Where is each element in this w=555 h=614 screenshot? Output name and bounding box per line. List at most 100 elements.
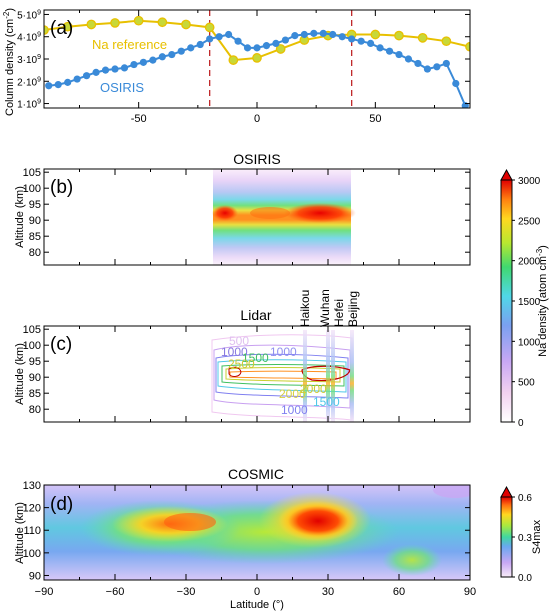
contour-label: 2000 [279,387,306,401]
point-na-reference [86,19,97,30]
x-axis: -50 0 50 [79,10,435,125]
colorbar-na-bar [500,179,513,423]
colorbar-label-exponent: -3 [535,248,544,256]
point-osiris [54,81,62,89]
panel-label: (d) [50,494,73,515]
y-tick-label: 90 [29,215,41,227]
point-na-reference [394,30,404,41]
point-osiris [414,59,422,68]
colorbar-arrow [500,168,513,181]
point-na-reference [133,15,144,26]
y-tick-label: 1·109 [17,99,41,111]
tick-exponent: 9 [37,9,41,16]
point-osiris [139,58,147,66]
y-tick-label: 100 [23,340,41,352]
y-tick-label: 4·109 [17,32,41,44]
point-osiris [187,44,195,52]
point-osiris [310,29,318,37]
y-axis-label: Column density (cm-2) [2,8,16,116]
point-osiris [281,36,289,44]
x-tick-label: 0 [254,113,260,125]
y-tick-label: 90 [29,570,41,582]
point-na-reference [441,36,452,47]
point-osiris [338,33,346,41]
contour-label: 1500 [242,351,269,365]
panel-b: OSIRIS 80 85 90 95 100 105 (b) Altitude (km) [14,151,471,266]
x-tick-label: 50 [369,113,381,125]
contour-label: 1000 [281,403,308,417]
x-axis-ticks [43,326,471,422]
colorbar-tick-label: 1500 [518,297,541,308]
heatmap-hotspot [278,501,358,541]
point-osiris [442,59,450,68]
panel-label: (a) [50,18,73,39]
contour-line [229,370,337,380]
tick-mantissa: 1·10 [17,100,37,111]
heatmap-hotspot [164,513,216,531]
point-osiris [385,47,394,55]
point-osiris [348,35,356,43]
contour-label: 2500 [228,357,255,371]
y-label-close: ) [4,8,16,12]
panel-c: Lidar 500 1000 1000 1500 2500 2000 2000 [14,289,471,423]
point-osiris [206,35,214,43]
point-osiris [64,78,72,86]
contour-label: 1500 [313,395,340,409]
colorbar-na-label: Na density (atom cm-3) [535,245,549,357]
panel-label: (c) [50,334,72,355]
colorbar-tick-label: 500 [518,378,535,389]
y-tick-label: 95 [29,356,41,368]
station-stripe [326,330,330,422]
colorbar-s4-ticks: 0.0 0.3 0.6 [512,493,532,584]
panel-title: OSIRIS [233,151,280,167]
y-axis-label: Altitude (km) [14,343,26,405]
contour-line [225,367,341,383]
point-osiris [395,50,403,59]
point-osiris [101,66,110,74]
y-tick-label: 5·109 [17,9,41,21]
y-tick-label: 85 [29,231,41,243]
heatmap-region [433,485,470,498]
colorbar-tick-label: 0.3 [518,533,532,544]
point-osiris [73,75,81,83]
panel-title: COSMIC [228,466,284,482]
tick-exponent: 9 [37,99,41,106]
tick-mantissa: 2·10 [17,77,37,88]
y-tick-label: 105 [23,324,41,336]
x-axis: −90 −60 −30 0 30 60 90 [35,485,476,598]
point-osiris [149,56,157,64]
tick-exponent: 9 [37,54,41,61]
y-tick-label: 3·109 [17,54,41,66]
colorbar-tick-label: 2500 [518,216,541,227]
x-tick-label: −30 [177,586,196,598]
point-osiris [404,55,413,63]
point-na-reference [44,25,49,35]
point-osiris [234,37,242,45]
y-tick-label: 95 [29,199,41,211]
point-osiris [177,47,185,55]
contour-line [228,366,242,377]
point-osiris [92,68,100,76]
colorbar-s4-bar [500,496,513,578]
x-axis-ticks [43,169,471,265]
point-osiris [225,30,233,39]
reference-lines [209,10,353,108]
y-tick-label: 90 [29,372,41,384]
x-tick-label: -50 [131,113,147,125]
y-tick-label: 100 [23,183,41,195]
x-tick-label: −60 [106,586,125,598]
y-axis: 90 100 110 120 130 [23,480,470,582]
point-na-reference [204,22,215,33]
colorbar-tick-label: 2000 [518,257,541,268]
tick-mantissa: 4·10 [17,33,37,44]
x-tick-label: −90 [35,586,54,598]
point-osiris [158,53,166,61]
panel-label: (b) [50,177,73,198]
point-osiris [215,33,223,41]
point-osiris [376,44,384,52]
y-tick-label: 80 [29,247,41,259]
contour-label: 1000 [270,345,297,359]
point-osiris [452,79,460,88]
y-axis-label: Altitude (km) [14,502,26,564]
